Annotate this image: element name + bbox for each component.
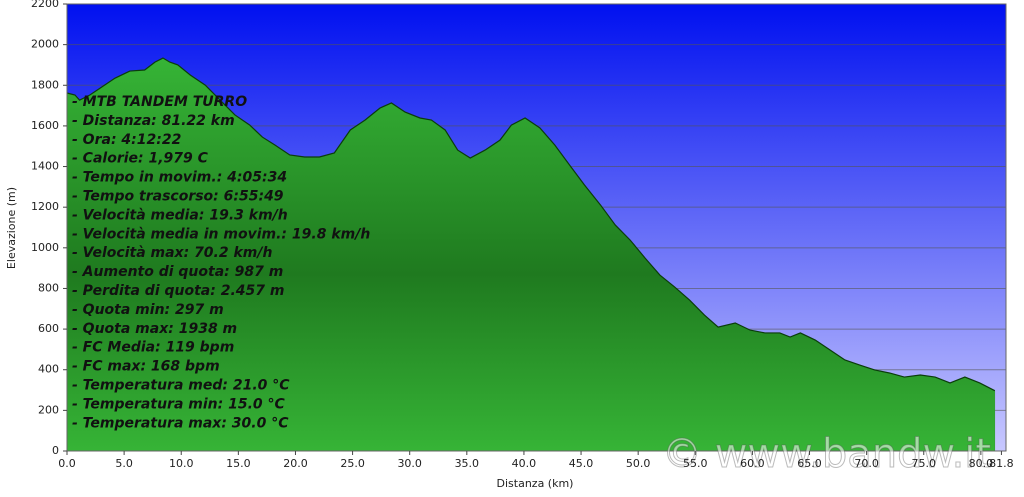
stat-line: - Tempo trascorso: 6:55:49	[72, 189, 284, 205]
x-tick-label: 55.0	[683, 457, 708, 470]
x-tick-label: 65.0	[797, 457, 822, 470]
y-tick-label: 600	[38, 322, 59, 335]
x-tick-label: 75.0	[912, 457, 937, 470]
x-tick-label: 20.0	[283, 457, 308, 470]
x-tick-label: 50.0	[626, 457, 651, 470]
y-tick-label: 2000	[31, 38, 59, 51]
stat-line: - Distanza: 81.22 km	[72, 113, 235, 129]
y-tick-label: 400	[38, 363, 59, 376]
stat-line: - Velocità media: 19.3 km/h	[72, 207, 288, 223]
y-tick-label: 1800	[31, 78, 59, 91]
x-tick-label: 45.0	[569, 457, 594, 470]
watermark: © www.bandw.it	[662, 431, 991, 477]
x-axis-title: Distanza (km)	[497, 477, 574, 490]
y-tick-label: 800	[38, 281, 59, 294]
y-tick-label: 200	[38, 403, 59, 416]
y-tick-label: 1400	[31, 160, 59, 173]
x-tick-label: 35.0	[455, 457, 480, 470]
x-tick-label: 0.0	[58, 457, 76, 470]
stat-line: - Temperatura max: 30.0 °C	[72, 415, 289, 431]
stat-line: - Quota max: 1938 m	[72, 321, 237, 337]
stat-line: - Velocità media in movim.: 19.8 km/h	[72, 226, 370, 242]
stat-line: - FC Media: 119 bpm	[72, 340, 234, 356]
stat-line: - FC max: 168 bpm	[72, 359, 220, 375]
stat-line: - Quota min: 297 m	[72, 302, 224, 318]
x-tick-label: 60.0	[740, 457, 765, 470]
stat-line: - Ora: 4:12:22	[72, 132, 181, 148]
x-tick-label: 30.0	[397, 457, 422, 470]
stat-line: - Temperatura med: 21.0 °C	[72, 378, 290, 394]
stat-line: - Temperatura min: 15.0 °C	[72, 396, 286, 412]
y-axis-title: Elevazione (m)	[5, 187, 18, 269]
stat-line: - Calorie: 1,979 C	[72, 151, 209, 167]
y-tick-label: 2200	[31, 0, 59, 10]
plot-frame	[66, 3, 1007, 452]
x-tick-label: 10.0	[169, 457, 194, 470]
y-tick-label: 1200	[31, 200, 59, 213]
x-tick-label: 81.8	[989, 457, 1014, 470]
stat-line: - Perdita di quota: 2.457 m	[72, 283, 284, 299]
stat-line: - MTB TANDEM TURRO	[72, 94, 247, 110]
y-tick-label: 0	[52, 444, 59, 457]
stat-line: - Tempo in movim.: 4:05:34	[72, 170, 287, 186]
elevation-line	[66, 57, 996, 392]
y-tick-label: 1000	[31, 241, 59, 254]
x-tick-label: 5.0	[115, 457, 133, 470]
stat-line: - Velocità max: 70.2 km/h	[72, 245, 272, 261]
x-tick-label: 40.0	[512, 457, 537, 470]
x-tick-label: 80.0	[969, 457, 994, 470]
y-tick-label: 1600	[31, 119, 59, 132]
stat-line: - Aumento di quota: 987 m	[72, 264, 283, 280]
x-tick-label: 70.0	[854, 457, 879, 470]
x-tick-label: 25.0	[340, 457, 365, 470]
x-tick-label: 15.0	[226, 457, 251, 470]
